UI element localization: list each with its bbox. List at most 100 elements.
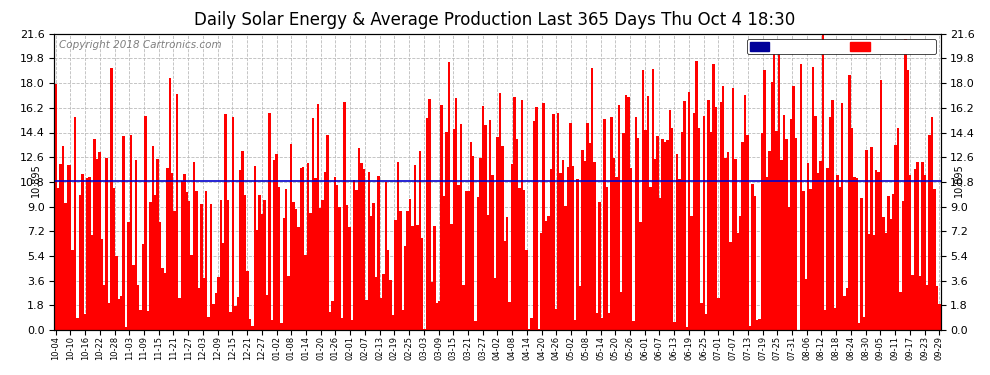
Bar xyxy=(763,70,765,330)
Bar xyxy=(348,226,350,330)
Bar xyxy=(540,232,543,330)
Bar xyxy=(149,202,151,330)
Bar xyxy=(880,80,882,330)
Bar xyxy=(640,222,642,330)
Bar xyxy=(248,319,251,330)
Bar xyxy=(339,207,341,330)
Bar xyxy=(695,61,698,330)
Bar xyxy=(161,268,163,330)
Bar xyxy=(574,320,576,330)
Bar xyxy=(59,164,61,330)
Bar xyxy=(807,162,810,330)
Text: Daily Solar Energy & Average Production Last 365 Days Thu Oct 4 18:30: Daily Solar Energy & Average Production … xyxy=(194,11,796,29)
Bar xyxy=(166,168,168,330)
Bar xyxy=(142,244,145,330)
Bar xyxy=(397,162,399,330)
Bar xyxy=(110,68,113,330)
Bar xyxy=(472,156,474,330)
Bar xyxy=(566,167,569,330)
Bar xyxy=(404,246,407,330)
Bar xyxy=(181,181,183,330)
Bar xyxy=(140,310,142,330)
Bar xyxy=(666,140,668,330)
Bar xyxy=(561,160,564,330)
Bar xyxy=(673,322,676,330)
Bar xyxy=(227,200,230,330)
Bar xyxy=(195,190,198,330)
Bar xyxy=(115,256,118,330)
Bar xyxy=(829,117,832,330)
Bar xyxy=(596,313,598,330)
Bar xyxy=(817,172,819,330)
Bar xyxy=(758,319,761,330)
Bar xyxy=(765,177,768,330)
Bar xyxy=(130,135,132,330)
Bar xyxy=(285,189,287,330)
Bar xyxy=(452,129,455,330)
Bar xyxy=(434,226,436,330)
Bar xyxy=(783,115,785,330)
Bar xyxy=(569,123,571,330)
Bar xyxy=(71,250,74,330)
Bar xyxy=(688,92,690,330)
Bar xyxy=(785,140,788,330)
Bar xyxy=(853,177,855,330)
Bar xyxy=(360,162,362,330)
Bar xyxy=(827,168,829,330)
Bar xyxy=(775,131,778,330)
Bar xyxy=(198,288,200,330)
Bar xyxy=(98,152,101,330)
Bar xyxy=(770,82,773,330)
Bar xyxy=(212,304,215,330)
Bar xyxy=(151,146,154,330)
Bar xyxy=(637,138,640,330)
Bar xyxy=(147,311,149,330)
Bar xyxy=(307,163,309,330)
Bar xyxy=(168,78,171,330)
Bar xyxy=(372,203,375,330)
Bar xyxy=(96,159,98,330)
Bar xyxy=(132,265,135,330)
Bar xyxy=(61,146,64,330)
Bar xyxy=(455,98,457,330)
Bar xyxy=(370,216,372,330)
Text: 10.895: 10.895 xyxy=(953,164,963,198)
Bar xyxy=(459,124,462,330)
Bar xyxy=(355,190,358,330)
Bar xyxy=(438,301,441,330)
Bar xyxy=(292,202,295,330)
Bar xyxy=(528,329,531,330)
Bar xyxy=(663,142,666,330)
Bar xyxy=(273,160,275,330)
Bar xyxy=(242,151,244,330)
Bar xyxy=(436,303,438,330)
Bar xyxy=(703,116,705,330)
Bar xyxy=(429,99,431,330)
Bar xyxy=(275,153,278,330)
Bar xyxy=(939,304,940,330)
Bar xyxy=(601,318,603,330)
Bar xyxy=(882,216,885,330)
Bar xyxy=(715,107,717,330)
Bar xyxy=(477,197,479,330)
Bar xyxy=(504,241,506,330)
Bar xyxy=(929,135,931,330)
Bar xyxy=(341,318,344,330)
Bar xyxy=(839,187,841,330)
Bar xyxy=(904,39,907,330)
Bar xyxy=(926,285,929,330)
Bar xyxy=(462,285,464,330)
Bar xyxy=(234,306,237,330)
Bar xyxy=(668,110,671,330)
Bar xyxy=(64,203,66,330)
Bar xyxy=(479,158,482,330)
Bar xyxy=(69,165,71,330)
Bar xyxy=(421,238,424,330)
Bar xyxy=(217,277,220,330)
Bar xyxy=(843,296,845,330)
Bar xyxy=(646,96,649,330)
Bar xyxy=(190,255,193,330)
Bar xyxy=(411,225,414,330)
Bar xyxy=(501,146,504,330)
Bar xyxy=(305,255,307,330)
